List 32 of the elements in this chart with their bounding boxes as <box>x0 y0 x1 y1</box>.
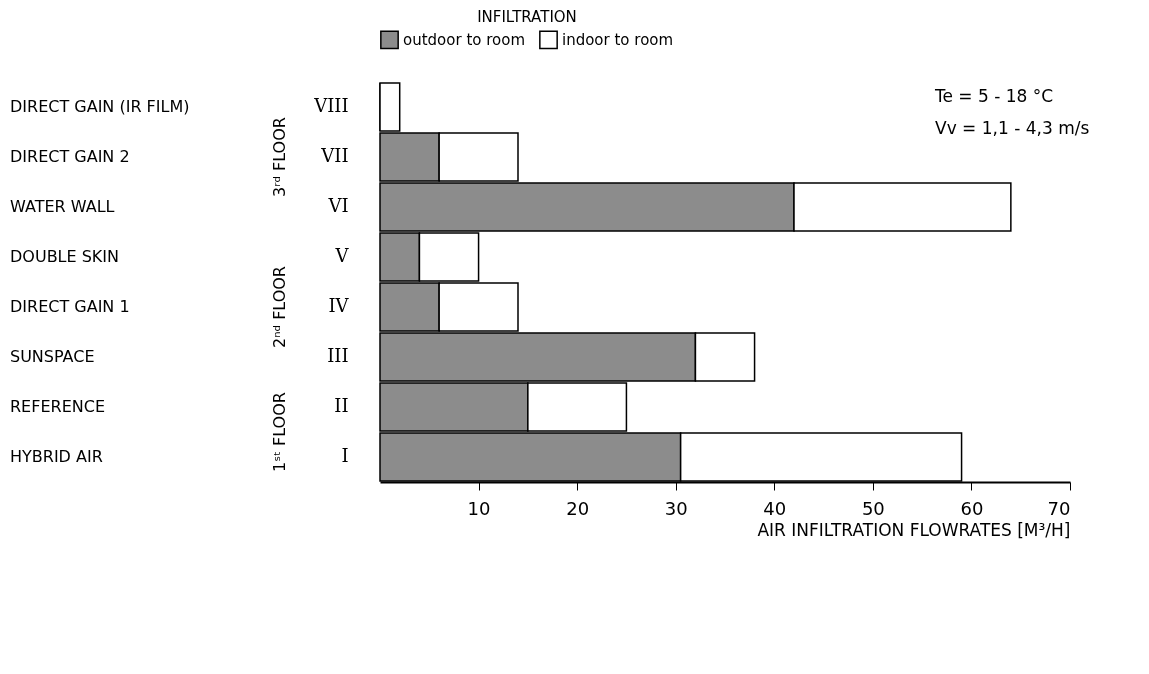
y-tick-label: IV <box>328 295 350 316</box>
text: 2ⁿᵈ FLOOR <box>270 266 289 348</box>
text: DIRECT GAIN 1 <box>10 297 130 316</box>
annotation: Te = 5 - 18 °C <box>934 86 1054 106</box>
text: SUNSPACE <box>10 347 95 366</box>
y-tick-label: III <box>327 345 349 366</box>
text: DIRECT GAIN (IR FILM) <box>10 97 190 116</box>
y-tick-label: II <box>334 395 349 416</box>
x-tick-label: 40 <box>763 497 787 519</box>
x-tick-label: 10 <box>467 497 491 519</box>
y-tick-label: V <box>334 245 350 266</box>
text: HYBRID AIR <box>10 447 103 466</box>
y-tick-label: VII <box>320 145 349 166</box>
text: DOUBLE SKIN <box>10 247 120 266</box>
text: REFERENCE <box>10 397 106 416</box>
legend-title: INFILTRATION <box>477 8 577 26</box>
x-tick-label: 20 <box>566 497 590 519</box>
text: WATER WALL <box>10 197 115 216</box>
x-tick-label: 50 <box>861 497 885 519</box>
annotation: Vv = 1,1 - 4,3 m/s <box>935 118 1090 138</box>
y-tick-label: VIII <box>313 95 349 116</box>
x-axis-title: AIR INFILTRATION FLOWRATES [M³/H] <box>757 519 1071 540</box>
x-tick-label: 60 <box>960 497 984 519</box>
text: 3ʳᵈ FLOOR <box>270 117 289 197</box>
text: 1ˢᵗ FLOOR <box>270 392 289 472</box>
legend-label: outdoor to room <box>403 30 526 49</box>
text: DIRECT GAIN 2 <box>10 147 130 166</box>
x-tick-label: 30 <box>664 497 688 519</box>
y-tick-label: I <box>341 445 349 466</box>
y-tick-label: VI <box>327 195 349 216</box>
x-tick-label: 70 <box>1047 497 1071 519</box>
legend-label: indoor to room <box>562 30 674 49</box>
